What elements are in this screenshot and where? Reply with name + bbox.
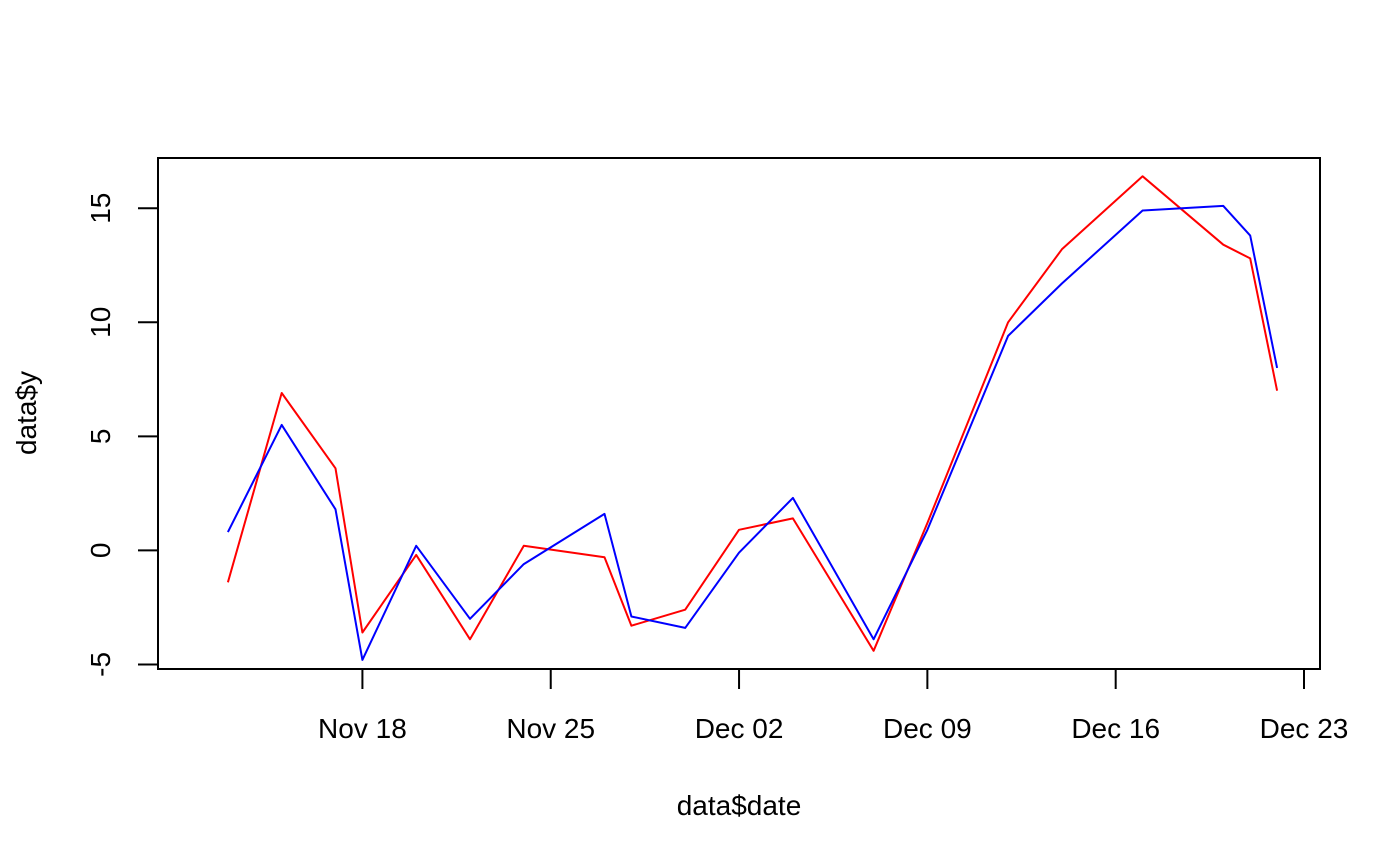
x-tick-label: Dec 09 — [883, 713, 972, 744]
series-line-2 — [227, 204, 1279, 661]
x-axis: Nov 18 Nov 25 Dec 02 Dec 09 Dec 16 Dec 23 — [318, 668, 1349, 744]
y-tick-label: 5 — [85, 429, 116, 445]
plot-frame — [157, 157, 1321, 670]
x-tick-label: Nov 25 — [506, 713, 595, 744]
series-layer — [226, 175, 1279, 661]
series-line-1 — [226, 175, 1279, 652]
x-tick-label: Nov 18 — [318, 713, 407, 744]
x-axis-label: data$date — [677, 790, 802, 821]
x-tick-label: Dec 23 — [1260, 713, 1349, 744]
y-tick-label: 15 — [85, 193, 116, 224]
y-tick-label: 0 — [85, 543, 116, 559]
y-axis-label: data$y — [11, 371, 42, 455]
y-axis: -5 0 5 10 15 — [85, 193, 159, 677]
x-tick-label: Dec 16 — [1071, 713, 1160, 744]
y-tick-label: -5 — [85, 652, 116, 677]
x-tick-label: Dec 02 — [695, 713, 784, 744]
y-tick-label: 10 — [85, 307, 116, 338]
